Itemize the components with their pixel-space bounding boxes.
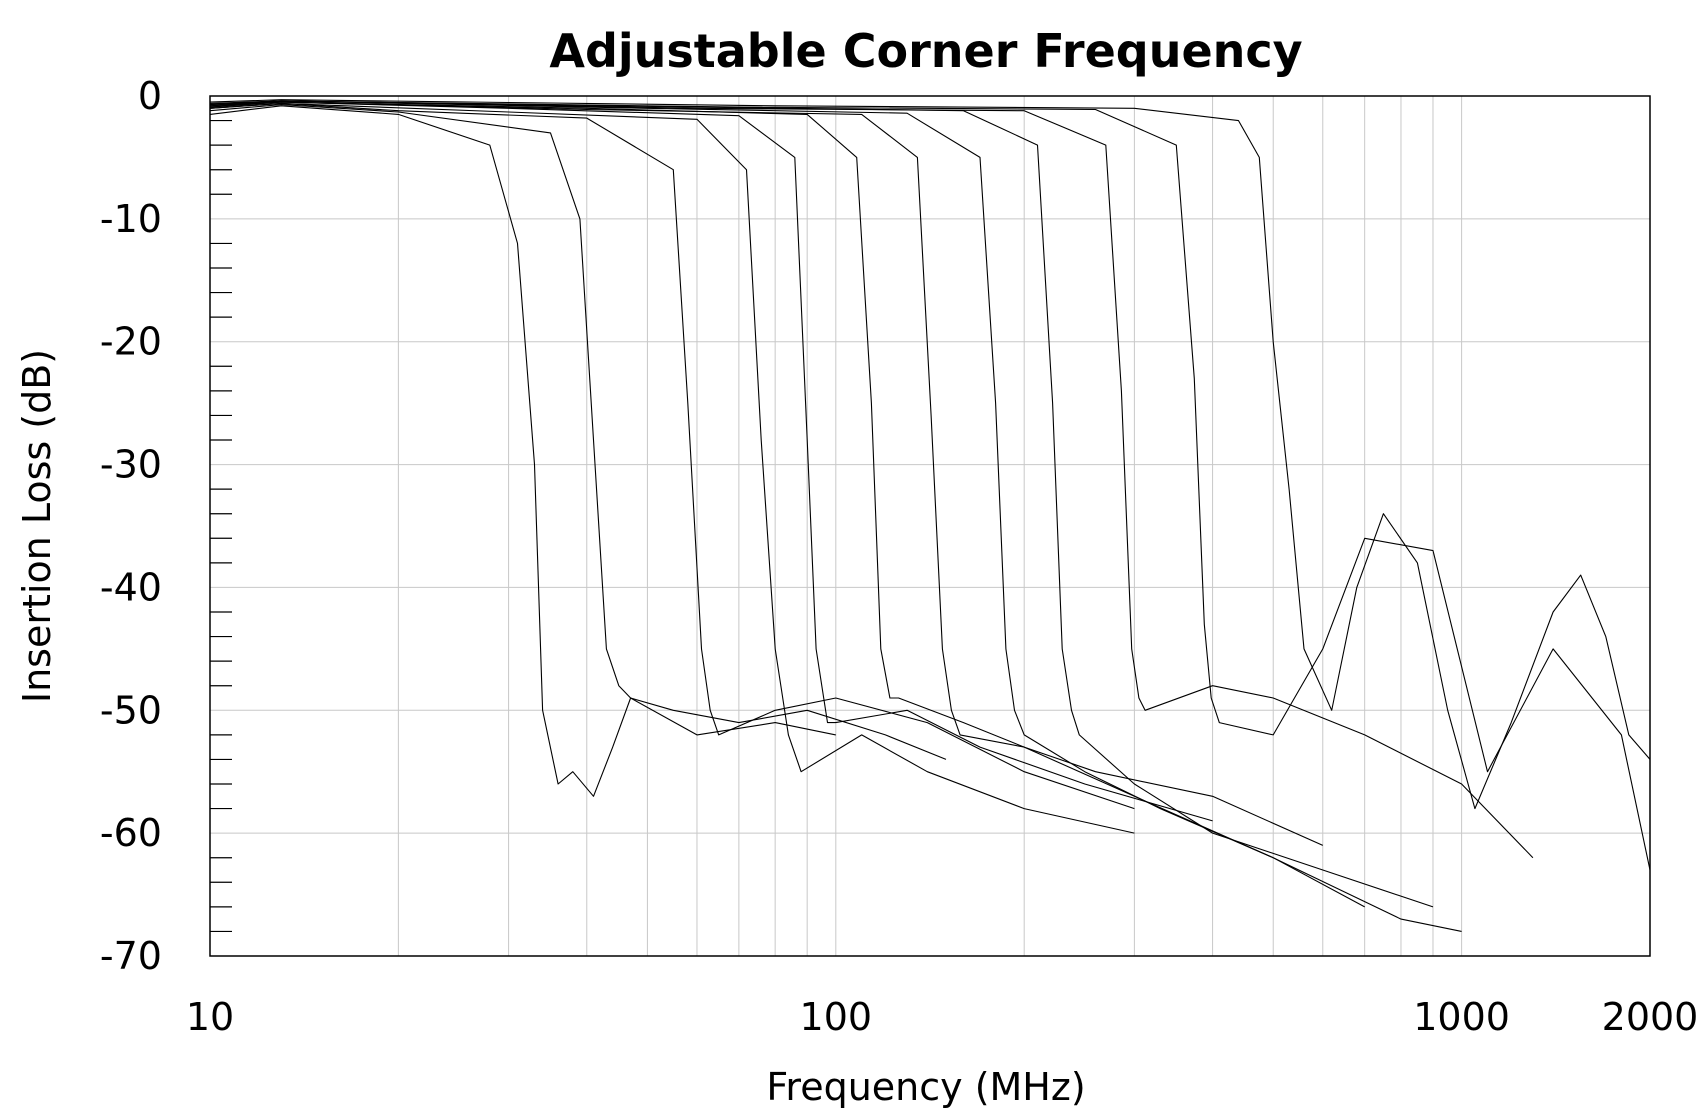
series-trace [209,101,1324,846]
series-trace [209,100,1462,932]
x-tick-label: 2000 [1602,995,1699,1039]
x-tick-label: 1000 [1413,995,1510,1039]
series-trace [209,100,1434,908]
y-tick-labels: 0 -10 -20 -30 -40 -50 -60 -70 [100,74,162,978]
x-axis-label: Frequency (MHz) [766,1065,1085,1109]
chart-title: Adjustable Corner Frequency [549,24,1302,78]
y-tick-label: -40 [100,565,162,609]
axis-ticks [210,119,232,933]
series-trace [209,102,1135,810]
y-axis-label: Insertion Loss (dB) [15,349,59,703]
series-trace [209,105,836,797]
series-trace [209,104,947,760]
series-trace [209,99,1651,810]
y-tick-label: -60 [100,811,162,855]
series-trace [209,101,1213,822]
y-tick-label: -30 [100,443,162,487]
series-trace [209,102,1135,834]
x-tick-labels: 10 100 1000 2000 [186,995,1699,1039]
grid-lines [210,96,1650,956]
series-traces [209,99,1651,932]
series-trace [209,101,1365,908]
y-tick-label: 0 [138,74,162,118]
y-tick-label: -20 [100,320,162,364]
y-tick-label: -70 [100,934,162,978]
series-trace [209,100,1651,871]
series-trace [209,100,1534,859]
x-tick-label: 10 [186,995,234,1039]
y-tick-label: -50 [100,688,162,732]
plot-frame [209,95,1651,957]
x-tick-label: 100 [800,995,873,1039]
y-tick-label: -10 [100,197,162,241]
